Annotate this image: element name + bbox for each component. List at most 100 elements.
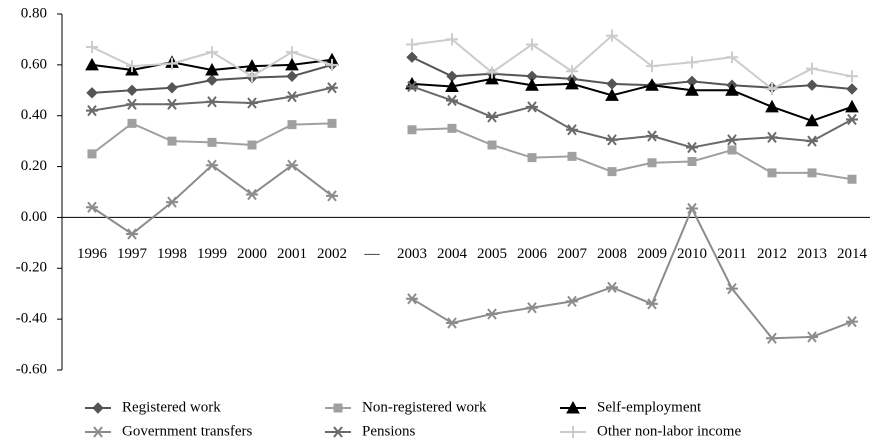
legend-label: Government transfers [122,423,253,439]
data-point [486,111,498,123]
data-point [86,87,98,99]
data-point [126,84,138,96]
data-point [406,38,418,51]
data-point [326,190,338,202]
data-point [766,332,778,344]
data-point [126,98,138,110]
y-tick-label: 0.00 [21,209,47,225]
y-tick-label: 0.20 [21,158,47,174]
data-point [806,135,818,147]
x-tick-label: 2008 [597,246,627,262]
data-point [86,41,98,54]
data-point [87,149,97,159]
y-tick-label: -0.20 [16,260,47,276]
data-point [605,88,619,101]
data-point [247,140,257,150]
x-tick-label: 2000 [237,246,267,262]
data-point [526,101,538,113]
y-tick-label: 0.40 [21,107,47,123]
x-tick-label: 1999 [197,246,227,262]
data-point [647,158,657,168]
x-tick-label: 1996 [77,246,108,262]
data-point [286,91,298,103]
data-point [807,168,817,178]
data-point [445,79,459,92]
data-point [526,302,538,314]
data-point [566,124,578,136]
data-point [765,99,779,113]
data-point [126,60,138,73]
data-point [167,136,177,146]
data-point [846,83,858,95]
data-point [85,57,99,71]
data-point [565,76,579,90]
data-point [126,228,138,240]
data-point [446,33,458,46]
legend-marker [333,403,343,413]
x-tick-label: 2003 [397,246,427,262]
x-tick-label: 2013 [797,246,827,262]
x-tick-label: — [364,246,381,262]
x-tick-label: 2009 [637,246,667,262]
data-point [246,188,258,201]
data-point [487,140,497,150]
data-point [285,57,299,71]
y-tick-label: 0.60 [21,56,47,72]
data-point [727,145,737,155]
data-point [206,96,218,108]
legend-label: Registered work [122,399,221,415]
x-tick-label: 2002 [317,246,347,262]
data-point [406,51,418,63]
data-point [286,46,298,59]
data-point [606,134,618,146]
data-point [686,56,698,69]
data-point [525,78,539,91]
data-point [845,99,859,113]
data-point [806,62,818,75]
data-point [646,60,658,73]
data-point [805,113,819,127]
data-point [645,78,659,91]
data-point [486,308,498,320]
x-tick-label: 2004 [437,246,468,262]
data-point [287,120,297,130]
data-point [847,174,857,184]
data-point [806,79,818,91]
legend-label: Pensions [362,423,416,439]
data-point [726,283,738,295]
data-point [127,118,137,128]
legend-marker [92,426,104,438]
data-point [447,123,457,133]
data-point [687,156,697,166]
data-point [767,168,777,178]
data-point [406,80,418,93]
data-point [846,113,858,126]
y-tick-label: 0.80 [21,5,47,21]
data-point [686,141,698,154]
data-point [406,293,418,305]
data-point [526,38,538,51]
data-point [246,97,258,109]
data-point [606,29,618,42]
x-tick-label: 1997 [117,246,148,262]
data-point [86,201,98,213]
legend-marker [566,400,580,414]
data-point [646,298,658,310]
data-point [766,83,778,96]
data-point [286,70,298,83]
data-point [725,83,739,96]
x-tick-label: 2006 [517,246,548,262]
data-point [166,82,178,94]
data-point [567,151,577,161]
x-tick-label: 2011 [717,246,746,262]
x-tick-label: 2012 [757,246,787,262]
data-point [206,74,218,86]
data-point [166,57,178,70]
legend-marker [567,426,579,438]
data-point [686,202,698,215]
series-line [91,58,853,122]
data-point [527,153,537,163]
data-point [607,167,617,177]
data-point [407,125,417,135]
x-tick-label: 2001 [277,246,307,262]
